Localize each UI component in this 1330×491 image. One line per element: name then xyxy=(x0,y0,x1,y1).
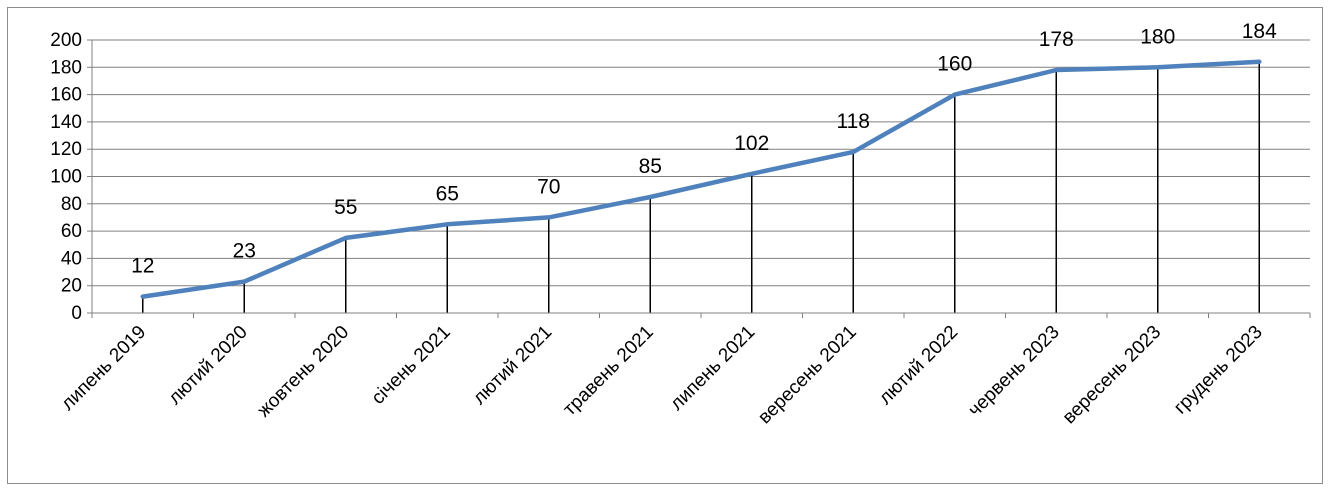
x-tick-label: лютий 2022 xyxy=(875,322,962,409)
x-tick-label: лютий 2020 xyxy=(165,322,252,409)
y-tick-label: 60 xyxy=(61,221,82,242)
data-label: 180 xyxy=(1140,25,1175,48)
x-tick-label: липень 2021 xyxy=(666,322,759,415)
data-label: 12 xyxy=(131,255,154,278)
data-label: 184 xyxy=(1242,20,1277,43)
x-tick-label: жовтень 2020 xyxy=(254,322,354,422)
data-label: 118 xyxy=(837,110,870,133)
data-label: 178 xyxy=(1039,28,1074,51)
y-tick-label: 100 xyxy=(50,167,82,188)
x-tick-label: липень 2019 xyxy=(57,322,150,415)
y-tick-label: 160 xyxy=(50,85,82,106)
data-label: 160 xyxy=(937,53,972,76)
data-label: 102 xyxy=(734,132,769,155)
drop-lines xyxy=(142,61,1260,313)
y-tick-label: 40 xyxy=(61,248,82,269)
data-label: 70 xyxy=(537,175,560,198)
data-label: 55 xyxy=(334,196,357,219)
y-tick-label: 120 xyxy=(50,139,82,160)
y-tick-label: 0 xyxy=(71,303,82,324)
data-label: 65 xyxy=(436,182,459,205)
x-tick-label: лютий 2021 xyxy=(469,322,556,409)
y-tick-label: 80 xyxy=(61,194,82,215)
x-tick-label: грудень 2023 xyxy=(1170,322,1267,419)
data-labels: 12 23 55 65 70 85 102 118 160 178 180 184 xyxy=(131,20,1277,278)
x-tick-label: січень 2021 xyxy=(368,322,455,409)
y-tick-label: 200 xyxy=(50,30,82,51)
y-tick-label: 180 xyxy=(50,57,82,78)
x-tick-label: травень 2021 xyxy=(559,322,657,420)
y-tick-label: 140 xyxy=(50,112,82,133)
x-tick-label: вересень 2021 xyxy=(754,322,860,428)
data-label: 23 xyxy=(233,240,256,263)
y-tick-label: 20 xyxy=(61,276,82,297)
y-axis-ticks: 0 20 40 60 80 100 120 140 160 180 200 xyxy=(50,30,92,324)
x-tick-label: вересень 2023 xyxy=(1059,322,1165,428)
series-line xyxy=(140,59,1262,299)
data-label: 85 xyxy=(639,155,662,178)
gridlines xyxy=(92,39,1310,287)
x-axis-ticks: липень 2019 лютий 2020 жовтень 2020 січень … xyxy=(57,313,1311,428)
chart-frame xyxy=(7,7,1323,484)
x-tick-label: червень 2023 xyxy=(964,322,1063,421)
